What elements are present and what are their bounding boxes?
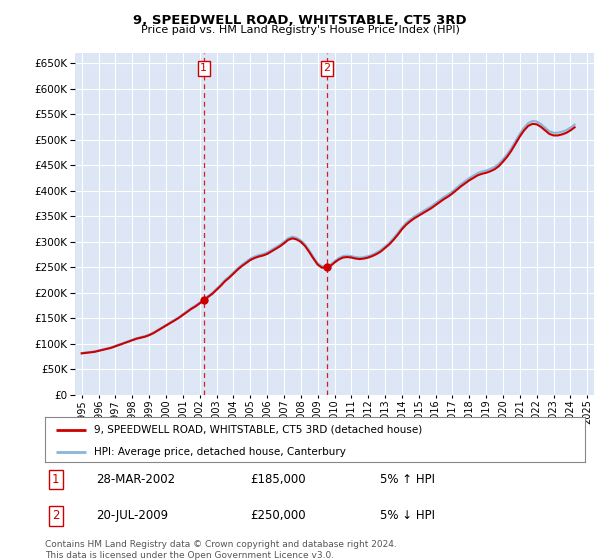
Text: £250,000: £250,000 [250,509,306,522]
Text: £185,000: £185,000 [250,473,306,486]
Text: 5% ↓ HPI: 5% ↓ HPI [380,509,435,522]
Text: 5% ↑ HPI: 5% ↑ HPI [380,473,435,486]
Text: 20-JUL-2009: 20-JUL-2009 [96,509,169,522]
Text: HPI: Average price, detached house, Canterbury: HPI: Average price, detached house, Cant… [94,447,346,457]
Text: Contains HM Land Registry data © Crown copyright and database right 2024.
This d: Contains HM Land Registry data © Crown c… [45,540,397,560]
Text: 2: 2 [52,509,59,522]
Text: 28-MAR-2002: 28-MAR-2002 [96,473,175,486]
Text: 1: 1 [200,63,207,73]
Text: 1: 1 [52,473,59,486]
Text: 9, SPEEDWELL ROAD, WHITSTABLE, CT5 3RD (detached house): 9, SPEEDWELL ROAD, WHITSTABLE, CT5 3RD (… [94,424,422,435]
Text: 9, SPEEDWELL ROAD, WHITSTABLE, CT5 3RD: 9, SPEEDWELL ROAD, WHITSTABLE, CT5 3RD [133,14,467,27]
Text: 2: 2 [323,63,331,73]
Text: Price paid vs. HM Land Registry's House Price Index (HPI): Price paid vs. HM Land Registry's House … [140,25,460,35]
